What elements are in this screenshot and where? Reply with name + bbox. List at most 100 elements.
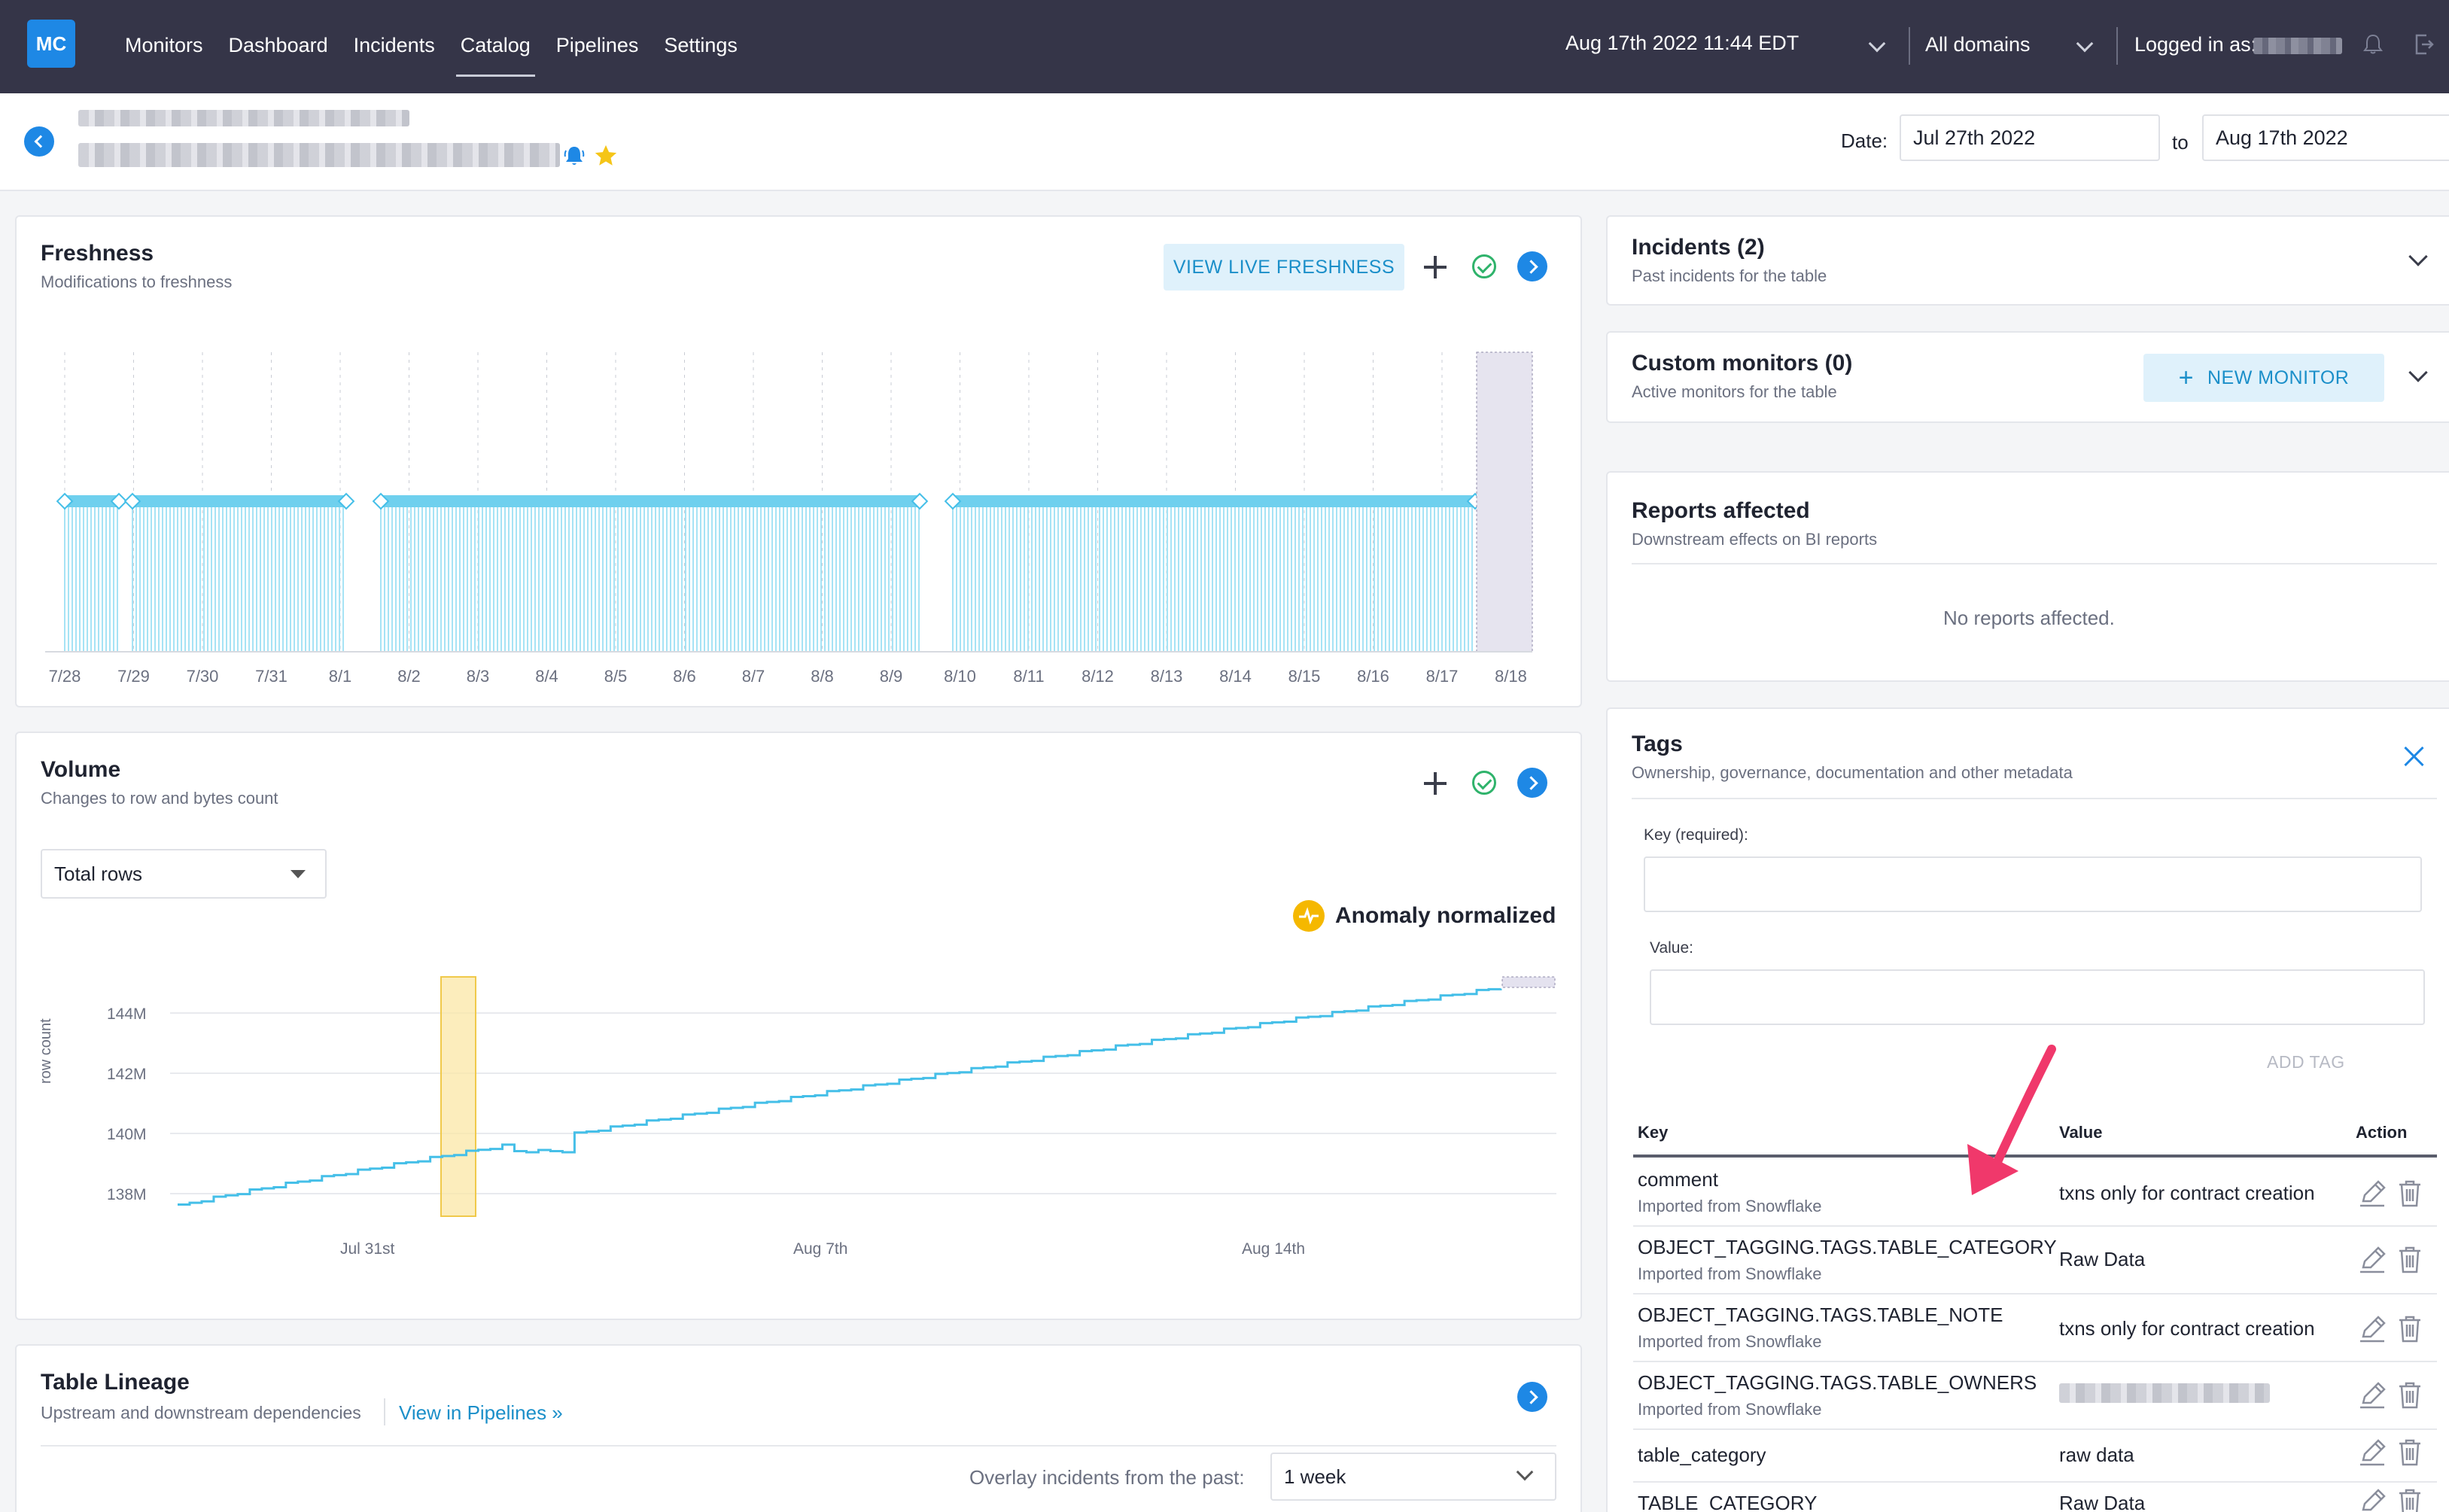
caret-down-icon bbox=[291, 870, 306, 878]
x-tick: Aug 7th bbox=[793, 1240, 848, 1258]
date-from-input[interactable]: Jul 27th 2022 bbox=[1900, 114, 2160, 161]
x-tick: 8/8 bbox=[811, 667, 834, 686]
app-logo[interactable]: MC bbox=[27, 20, 75, 68]
table-header: Date: Jul 27th 2022 to Aug 17th 2022 bbox=[0, 93, 2449, 191]
edit-pencil-icon[interactable] bbox=[2357, 1437, 2387, 1468]
divider bbox=[1909, 27, 1910, 65]
top-nav-bar: MC Monitors Dashboard Incidents Catalog … bbox=[0, 0, 2449, 93]
delete-trash-icon[interactable] bbox=[2395, 1437, 2425, 1468]
row-divider bbox=[1633, 1225, 2437, 1227]
timezone-chevron-down-icon[interactable] bbox=[1868, 35, 1886, 53]
tag-value-input[interactable] bbox=[1650, 969, 2425, 1025]
incidents-card[interactable] bbox=[1606, 215, 2449, 306]
custom-monitors-title: Custom monitors (0) bbox=[1632, 351, 1853, 376]
freshness-title: Freshness bbox=[41, 241, 154, 266]
reports-subtitle: Downstream effects on BI reports bbox=[1632, 530, 1878, 549]
view-in-pipelines-link[interactable]: View in Pipelines » bbox=[399, 1401, 563, 1424]
x-tick: 8/5 bbox=[604, 667, 628, 686]
notification-bell-icon[interactable] bbox=[563, 145, 586, 167]
nav-catalog[interactable]: Catalog bbox=[455, 34, 535, 77]
date-to-input[interactable]: Aug 17th 2022 bbox=[2202, 114, 2449, 161]
tag-source: Imported from Snowflake bbox=[1638, 1332, 1822, 1351]
add-tag-button[interactable]: ADD TAG bbox=[2267, 1052, 2345, 1072]
x-tick: 8/7 bbox=[741, 667, 765, 686]
status-check-icon bbox=[1472, 771, 1496, 795]
tags-title: Tags bbox=[1632, 732, 1683, 756]
delete-trash-icon[interactable] bbox=[2395, 1487, 2425, 1512]
edit-pencil-icon[interactable] bbox=[2357, 1487, 2387, 1512]
volume-metric-select[interactable]: Total rows bbox=[41, 849, 327, 899]
x-tick: 8/6 bbox=[673, 667, 696, 686]
delete-trash-icon[interactable] bbox=[2395, 1314, 2425, 1344]
tag-key: TABLE_CATEGORY bbox=[1638, 1492, 1818, 1512]
tag-source: Imported from Snowflake bbox=[1638, 1264, 1822, 1283]
x-tick: 7/29 bbox=[117, 667, 150, 686]
plus-icon: + bbox=[2178, 364, 2194, 392]
delete-trash-icon[interactable] bbox=[2395, 1179, 2425, 1209]
row-divider bbox=[1633, 1428, 2437, 1430]
x-tick: 8/16 bbox=[1357, 667, 1389, 686]
edit-pencil-icon[interactable] bbox=[2357, 1179, 2387, 1209]
logout-icon[interactable] bbox=[2413, 33, 2434, 56]
divider bbox=[41, 1445, 1556, 1447]
domain-selector[interactable]: All domains bbox=[1925, 33, 2031, 56]
volume-card bbox=[15, 732, 1582, 1320]
tag-value: raw data bbox=[2059, 1444, 2134, 1466]
x-tick: 8/14 bbox=[1219, 667, 1252, 686]
domains-chevron-down-icon[interactable] bbox=[2076, 35, 2094, 53]
row-divider bbox=[1633, 1481, 2437, 1483]
divider bbox=[384, 1398, 385, 1425]
volume-subtitle: Changes to row and bytes count bbox=[41, 789, 278, 808]
date-to-label: to bbox=[2172, 131, 2189, 154]
edit-pencil-icon[interactable] bbox=[2357, 1314, 2387, 1344]
lineage-details-arrow-icon[interactable] bbox=[1517, 1382, 1547, 1412]
x-tick: 8/11 bbox=[1013, 667, 1045, 686]
x-tick: Jul 31st bbox=[340, 1240, 395, 1258]
tag-key-input[interactable] bbox=[1644, 856, 2422, 912]
nav-incidents[interactable]: Incidents bbox=[353, 33, 435, 56]
lineage-title: Table Lineage bbox=[41, 1370, 190, 1395]
anomaly-label: Anomaly normalized bbox=[1335, 903, 1556, 928]
x-tick: 8/12 bbox=[1082, 667, 1114, 686]
close-tags-icon[interactable] bbox=[2402, 745, 2425, 768]
x-tick: 8/1 bbox=[328, 667, 352, 686]
volume-y-axis-label: row count bbox=[38, 1018, 54, 1084]
y-tick: 144M bbox=[107, 1005, 147, 1023]
table-name-redacted bbox=[78, 143, 560, 167]
divider bbox=[1632, 563, 2437, 564]
view-live-freshness-button[interactable]: VIEW LIVE FRESHNESS bbox=[1164, 244, 1404, 291]
tags-col-value: Value bbox=[2059, 1123, 2103, 1142]
x-tick: 8/9 bbox=[879, 667, 903, 686]
freshness-details-arrow-icon[interactable] bbox=[1517, 251, 1547, 281]
anomaly-pulse-icon bbox=[1293, 900, 1325, 932]
x-tick: 8/10 bbox=[944, 667, 976, 686]
x-tick: 7/28 bbox=[48, 667, 81, 686]
nav-dashboard[interactable]: Dashboard bbox=[228, 33, 328, 56]
overlay-period-value: 1 week bbox=[1284, 1465, 1346, 1488]
volume-details-arrow-icon[interactable] bbox=[1517, 768, 1547, 798]
nav-monitors[interactable]: Monitors bbox=[125, 33, 203, 56]
overlay-period-select[interactable]: 1 week bbox=[1270, 1453, 1556, 1501]
overlay-incidents-label: Overlay incidents from the past: bbox=[969, 1466, 1245, 1489]
volume-metric-value: Total rows bbox=[54, 862, 143, 885]
nav-pipelines[interactable]: Pipelines bbox=[555, 33, 639, 56]
new-monitor-button[interactable]: + NEW MONITOR bbox=[2143, 354, 2384, 402]
x-tick: Aug 14th bbox=[1242, 1240, 1306, 1258]
back-button[interactable] bbox=[24, 126, 54, 157]
delete-trash-icon[interactable] bbox=[2395, 1245, 2425, 1275]
nav-settings[interactable]: Settings bbox=[664, 33, 738, 56]
divider bbox=[1632, 798, 2437, 799]
delete-trash-icon[interactable] bbox=[2395, 1380, 2425, 1410]
table-header-rule bbox=[1633, 1155, 2437, 1158]
freshness-subtitle: Modifications to freshness bbox=[41, 272, 233, 291]
y-tick: 142M bbox=[107, 1066, 147, 1083]
divider bbox=[2116, 27, 2118, 65]
bell-icon[interactable] bbox=[2363, 33, 2383, 54]
add-monitor-plus-icon[interactable] bbox=[1424, 772, 1447, 795]
edit-pencil-icon[interactable] bbox=[2357, 1245, 2387, 1275]
tag-key-label: Key (required): bbox=[1644, 826, 1748, 844]
star-icon[interactable] bbox=[593, 143, 619, 169]
edit-pencil-icon[interactable] bbox=[2357, 1380, 2387, 1410]
current-datetime: Aug 17th 2022 11:44 EDT bbox=[1565, 32, 1799, 54]
add-monitor-plus-icon[interactable] bbox=[1424, 256, 1447, 278]
